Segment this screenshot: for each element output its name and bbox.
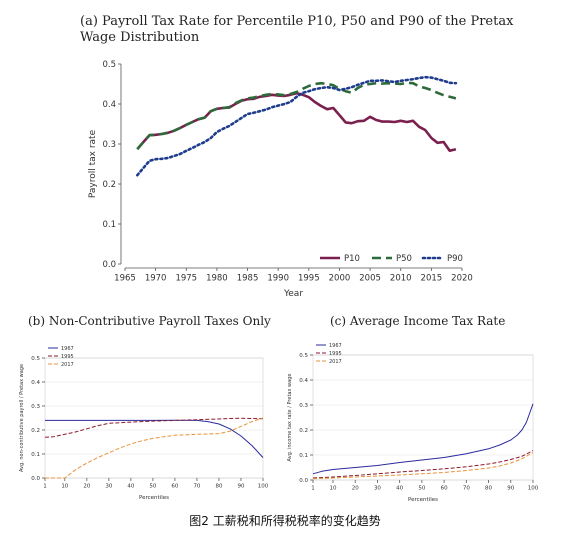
x-tick-label: 70	[193, 484, 200, 490]
chart-b-title: (b) Non-Contributive Payroll Taxes Only	[28, 314, 271, 328]
x-tick-label: 1	[311, 486, 315, 492]
x-tick-label: 40	[127, 484, 134, 490]
x-tick-label: 30	[105, 484, 112, 490]
series-line-1967	[45, 419, 264, 458]
series-line-P90	[136, 75, 458, 177]
y-tick-label: 0.3	[102, 140, 116, 150]
legend-label: 1995	[329, 351, 342, 357]
y-tick-label: 0.5	[299, 353, 308, 359]
y-tick-label: 0.2	[299, 428, 308, 434]
y-tick-label: 0.5	[102, 60, 116, 70]
x-tick-label: 80	[485, 486, 492, 492]
legend-label: P50	[396, 254, 412, 264]
legend-label: 1967	[329, 343, 342, 349]
x-tick-label: 80	[215, 484, 222, 490]
x-tick-label: 100	[528, 486, 539, 492]
x-tick-label: 60	[171, 484, 178, 490]
x-axis-label: Year	[283, 289, 303, 299]
y-tick-label: 0.2	[31, 428, 40, 434]
legend-label: P10	[344, 254, 360, 264]
x-tick-label: 1	[43, 484, 47, 490]
series-line-P10	[136, 91, 457, 153]
y-tick-label: 0.3	[31, 404, 40, 410]
x-tick-label: 10	[61, 484, 68, 490]
x-tick-label: 100	[258, 484, 269, 490]
y-tick-label: 0.4	[299, 378, 308, 384]
y-tick-label: 0.1	[299, 453, 308, 459]
x-tick-label: 20	[352, 486, 359, 492]
legend-label: P90	[447, 254, 463, 264]
plot-frame	[312, 354, 534, 481]
x-tick-label: 70	[463, 486, 470, 492]
x-tick-label: 2020	[451, 274, 473, 284]
chart-b: 0.0 0.1 0.2 0.3 0.4 0.5 1 10 20 30 40 50 60 70 80 90 100…	[19, 346, 269, 501]
series-line-1967	[312, 403, 534, 475]
x-tick-label: 40	[396, 486, 403, 492]
y-tick-label: 0.1	[102, 220, 116, 230]
y-tick-label: 0.0	[102, 260, 116, 270]
legend-label: 2017	[329, 359, 342, 365]
y-tick-label: 0.2	[102, 180, 116, 190]
x-tick-label: 30	[374, 486, 381, 492]
x-tick-label: 10	[330, 486, 337, 492]
x-tick-label: 60	[441, 486, 448, 492]
x-tick-label: 1980	[206, 274, 228, 284]
x-tick-label: 1970	[145, 274, 167, 284]
x-tick-label: 50	[418, 486, 425, 492]
x-axis-label: Percentiles	[139, 495, 169, 501]
x-tick-label: 2010	[390, 274, 412, 284]
x-tick-label: 90	[507, 486, 514, 492]
y-tick-label: 0.3	[299, 403, 308, 409]
y-tick-label: 0.1	[31, 452, 40, 458]
x-tick-label: 1985	[237, 274, 259, 284]
x-tick-label: 2000	[329, 274, 351, 284]
series-line-2017	[45, 417, 264, 479]
x-axis-label: Percentiles	[408, 497, 438, 503]
chart-c-title: (c) Average Income Tax Rate	[330, 314, 506, 328]
series-line-1995	[44, 417, 264, 438]
x-tick-label: 20	[83, 484, 90, 490]
y-tick-label: 0.5	[31, 356, 40, 362]
legend-label: 1967	[61, 346, 74, 352]
x-tick-label: 2005	[359, 274, 381, 284]
x-tick-label: 1965	[114, 274, 136, 284]
series-line-2017	[312, 452, 534, 480]
x-tick-label: 1995	[298, 274, 320, 284]
legend-label: 1995	[61, 354, 74, 360]
x-tick-label: 1990	[267, 274, 289, 284]
series-line-1995	[312, 450, 534, 479]
y-axis-label: Payroll tax rate	[88, 129, 98, 198]
series-line-P50	[136, 81, 457, 151]
x-tick-label: 50	[149, 484, 156, 490]
y-axis-label: Avg. income tax rate / Pretax wage	[287, 374, 293, 462]
y-tick-label: 0.0	[299, 478, 308, 484]
legend-label: 2017	[61, 362, 74, 368]
y-tick-label: 0.4	[102, 100, 116, 110]
x-tick-label: 90	[237, 484, 244, 490]
x-tick-label: 2015	[421, 274, 443, 284]
chart-a: 0.0 0.1 0.2 0.3 0.4 0.5 1965 1970 1975 1980 1985 19…	[88, 60, 473, 299]
figure-caption: 图2 工薪税和所得税税率的变化趋势	[189, 514, 381, 528]
x-tick-label: 1975	[175, 274, 197, 284]
y-tick-label: 0.4	[31, 380, 40, 386]
chart-a-title: (a) Payroll Tax Rate for Percentile P10,…	[80, 14, 514, 45]
y-tick-label: 0.0	[31, 476, 40, 482]
y-axis-label: Avg. non-contributive payroll / Pretax w…	[19, 364, 25, 472]
chart-c: 0.0 0.1 0.2 0.3 0.4 0.5 1 10 20 30 40 50 60 70 80 90 100…	[287, 343, 539, 503]
